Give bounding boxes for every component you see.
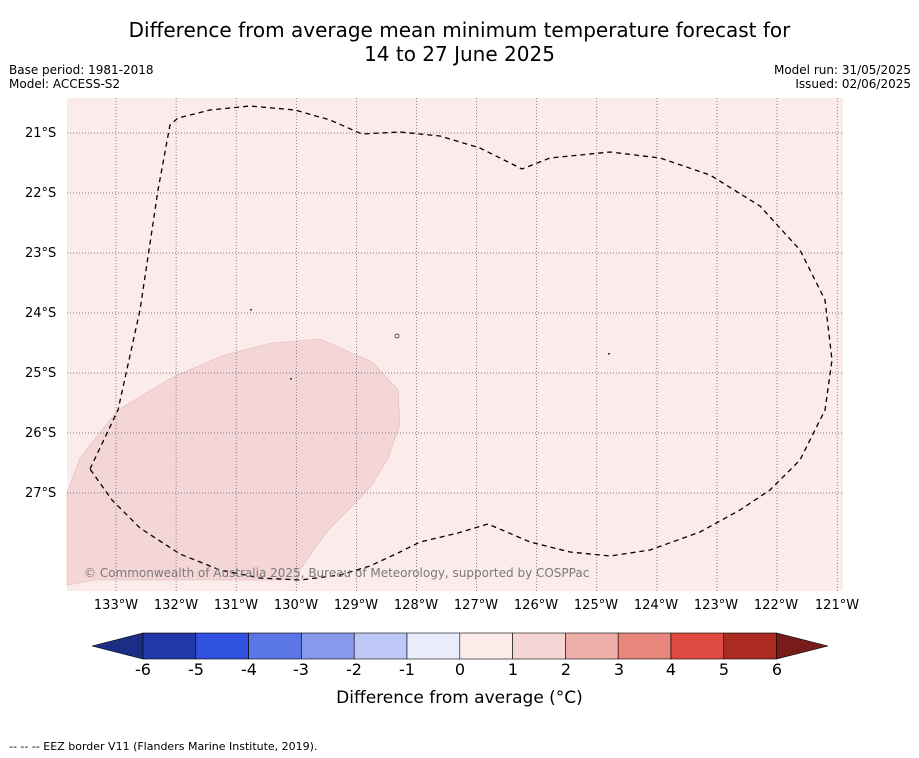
colorbar-segment [301, 632, 355, 660]
colorbar-tick: 5 [718, 660, 730, 679]
colorbar-segment [723, 632, 777, 660]
lon-label: 129°W [333, 598, 379, 613]
colorbar-tick: 6 [771, 660, 783, 679]
meta-left: Base period: 1981-2018 Model: ACCESS-S2 [9, 63, 154, 91]
colorbar-segment [565, 632, 619, 660]
colorbar-segment [617, 632, 672, 660]
lat-label: 24°S [25, 306, 57, 321]
colorbar-label: Difference from average (°C) [336, 688, 583, 708]
lat-label: 25°S [25, 366, 57, 381]
colorbar-tick: -3 [293, 660, 309, 679]
lat-label: 26°S [25, 426, 57, 441]
meta-right: Model run: 31/05/2025 Issued: 02/06/2025 [774, 63, 911, 91]
chart-title: Difference from average mean minimum tem… [0, 18, 919, 66]
copyright-notice: © Commonwealth of Australia 2025, Bureau… [84, 566, 590, 580]
colorbar-tick: -2 [346, 660, 362, 679]
footer-note: -- -- -- EEZ border V11 (Flanders Marine… [9, 740, 318, 753]
island-marker [250, 309, 252, 311]
lon-label: 130°W [273, 598, 319, 613]
colorbar-segment [670, 632, 725, 660]
lon-label: 122°W [753, 598, 799, 613]
colorbar-high-extension [776, 632, 829, 660]
title-line-2: 14 to 27 June 2025 [364, 42, 555, 66]
colorbar-tick: -1 [399, 660, 415, 679]
lon-label: 121°W [814, 598, 860, 613]
colorbar-low-extension [91, 632, 144, 660]
lat-label: 21°S [25, 126, 57, 141]
colorbar-segment [459, 632, 513, 660]
lat-label: 27°S [25, 486, 57, 501]
colorbar-segment [512, 632, 566, 660]
colorbar-segment [248, 632, 302, 660]
colorbar-tick: 4 [665, 660, 677, 679]
base-period: Base period: 1981-2018 [9, 63, 154, 77]
colorbar-segment [406, 632, 461, 660]
graticule [67, 98, 843, 591]
lon-label: 128°W [393, 598, 439, 613]
eez-border [89, 105, 833, 581]
colorbar-tick: 3 [613, 660, 625, 679]
model-name: Model: ACCESS-S2 [9, 77, 121, 91]
lon-label: 131°W [213, 598, 259, 613]
colorbar-tick: -4 [241, 660, 257, 679]
island-marker [608, 353, 610, 355]
lon-label: 127°W [453, 598, 499, 613]
colorbar-tick: -5 [188, 660, 204, 679]
model-run: Model run: 31/05/2025 [773, 63, 911, 77]
lon-label: 133°W [93, 598, 139, 613]
colorbar-segment [142, 632, 197, 660]
title-line-1: Difference from average mean minimum tem… [128, 18, 791, 42]
lat-label: 23°S [25, 246, 57, 261]
issued-date: Issued: 02/06/2025 [795, 77, 911, 91]
lon-label: 123°W [693, 598, 739, 613]
colorbar-tick: 0 [454, 660, 466, 679]
lon-label: 126°W [513, 598, 559, 613]
lon-label: 125°W [573, 598, 619, 613]
island-marker [394, 333, 400, 339]
colorbar [91, 632, 829, 660]
colorbar-segment [353, 632, 408, 660]
colorbar-tick: 1 [507, 660, 519, 679]
colorbar-tick: 2 [560, 660, 572, 679]
lat-label: 22°S [25, 186, 57, 201]
lon-label: 124°W [633, 598, 679, 613]
island-marker [290, 378, 292, 380]
colorbar-segment [195, 632, 249, 660]
warm-anomaly-region [66, 338, 401, 586]
colorbar-tick: -6 [135, 660, 151, 679]
lon-label: 132°W [153, 598, 199, 613]
